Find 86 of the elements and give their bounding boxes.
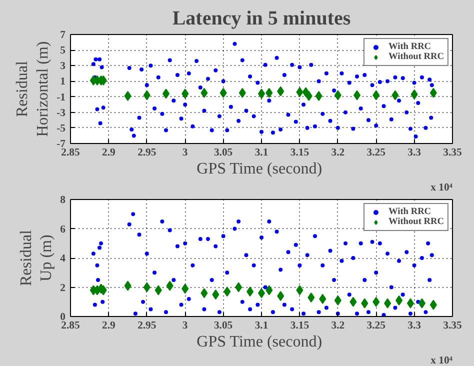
x-tick-label: 3.1	[254, 148, 268, 158]
y-tick-label: 5	[60, 46, 66, 57]
point	[305, 91, 312, 102]
x-tick-label: 2.9	[102, 320, 116, 332]
x-tick-label: 3.15	[290, 148, 310, 158]
point	[143, 90, 150, 100]
x-tick-label: 3.15	[290, 320, 310, 332]
y-axis-title: Residual Horizontal (m)	[14, 41, 52, 137]
x-axis-title: GPS Time (second)	[196, 160, 322, 178]
point	[246, 286, 254, 297]
x-tick-label: 3.05	[214, 320, 233, 332]
point	[296, 285, 304, 296]
point	[235, 282, 242, 292]
point	[334, 90, 342, 100]
y-tick-label: -7	[56, 139, 66, 150]
text: x 10⁴	[430, 356, 454, 366]
point	[200, 88, 208, 98]
x-tick-label: 2.85	[61, 320, 80, 332]
point	[361, 298, 368, 308]
y-tick-label: 7	[60, 30, 66, 41]
x-tick-label: 3.3	[408, 320, 421, 332]
y-tick-label: 2	[60, 282, 66, 294]
point	[182, 284, 189, 294]
point	[319, 294, 326, 304]
y-tick-label: 8	[60, 195, 66, 206]
legend-label: Without RRC	[388, 217, 444, 227]
point	[396, 295, 403, 306]
point	[392, 90, 399, 100]
y-axis-title: Residual Up (m)	[18, 229, 56, 286]
y-tick-label: 6	[60, 224, 66, 236]
x-tick-label: 3.1	[254, 320, 268, 332]
x-tick-label: 3.05	[214, 148, 233, 158]
x-tick-label: 3.2	[331, 320, 345, 332]
point	[124, 280, 132, 291]
point	[430, 88, 437, 98]
point	[418, 298, 426, 308]
y-tick-label: -1	[56, 92, 66, 104]
point	[277, 291, 284, 302]
x-tick-label: 3.2	[331, 148, 345, 158]
x-tick-label: 3	[182, 148, 188, 158]
text: x 10⁴	[430, 182, 454, 194]
point	[410, 89, 418, 100]
point	[277, 86, 284, 96]
point	[200, 288, 208, 298]
point	[334, 295, 342, 306]
legend-label: Without RRC	[388, 52, 444, 62]
x-tick-label: 3.35	[443, 320, 462, 332]
y-tick-label: -5	[56, 123, 66, 134]
y-tick-label: 3	[60, 61, 66, 72]
y-tick-label: 4	[60, 254, 66, 264]
point	[212, 290, 220, 300]
x-tick-label: 2.95	[138, 320, 156, 332]
point	[224, 286, 231, 297]
point	[266, 285, 273, 296]
point	[315, 91, 322, 102]
y-tick-label: -3	[56, 108, 66, 119]
point	[350, 296, 357, 307]
point	[384, 298, 392, 308]
x-tick-label: 2.85	[61, 148, 80, 158]
point	[406, 298, 414, 308]
x-tick-label: 2.95	[138, 148, 156, 158]
point	[143, 282, 150, 292]
x-tick-label: 3.3	[408, 148, 421, 158]
point	[372, 296, 380, 307]
point	[430, 300, 437, 310]
y-tick-label: 0	[60, 312, 66, 323]
x-tick-label: 3.35	[443, 148, 462, 158]
point	[166, 280, 174, 291]
point	[372, 90, 380, 100]
point	[238, 88, 246, 98]
legend-label: With RRC	[388, 42, 432, 52]
x-tick-label: 3	[182, 320, 188, 332]
point	[124, 91, 132, 102]
point	[266, 88, 273, 98]
point	[308, 292, 315, 302]
point	[220, 88, 227, 98]
x-tick-label: 2.9	[102, 148, 116, 158]
x-tick-label: 3.25	[366, 320, 386, 332]
x-axis-title: GPS Time (second)	[196, 334, 322, 350]
chart-title: Latency in 5 minutes	[172, 8, 351, 30]
point	[182, 88, 189, 99]
y-tick-label: 1	[60, 76, 66, 88]
x-tick-label: 3.25	[366, 148, 386, 158]
point	[154, 285, 162, 296]
point	[296, 87, 304, 98]
legend-label: With RRC	[388, 207, 432, 217]
